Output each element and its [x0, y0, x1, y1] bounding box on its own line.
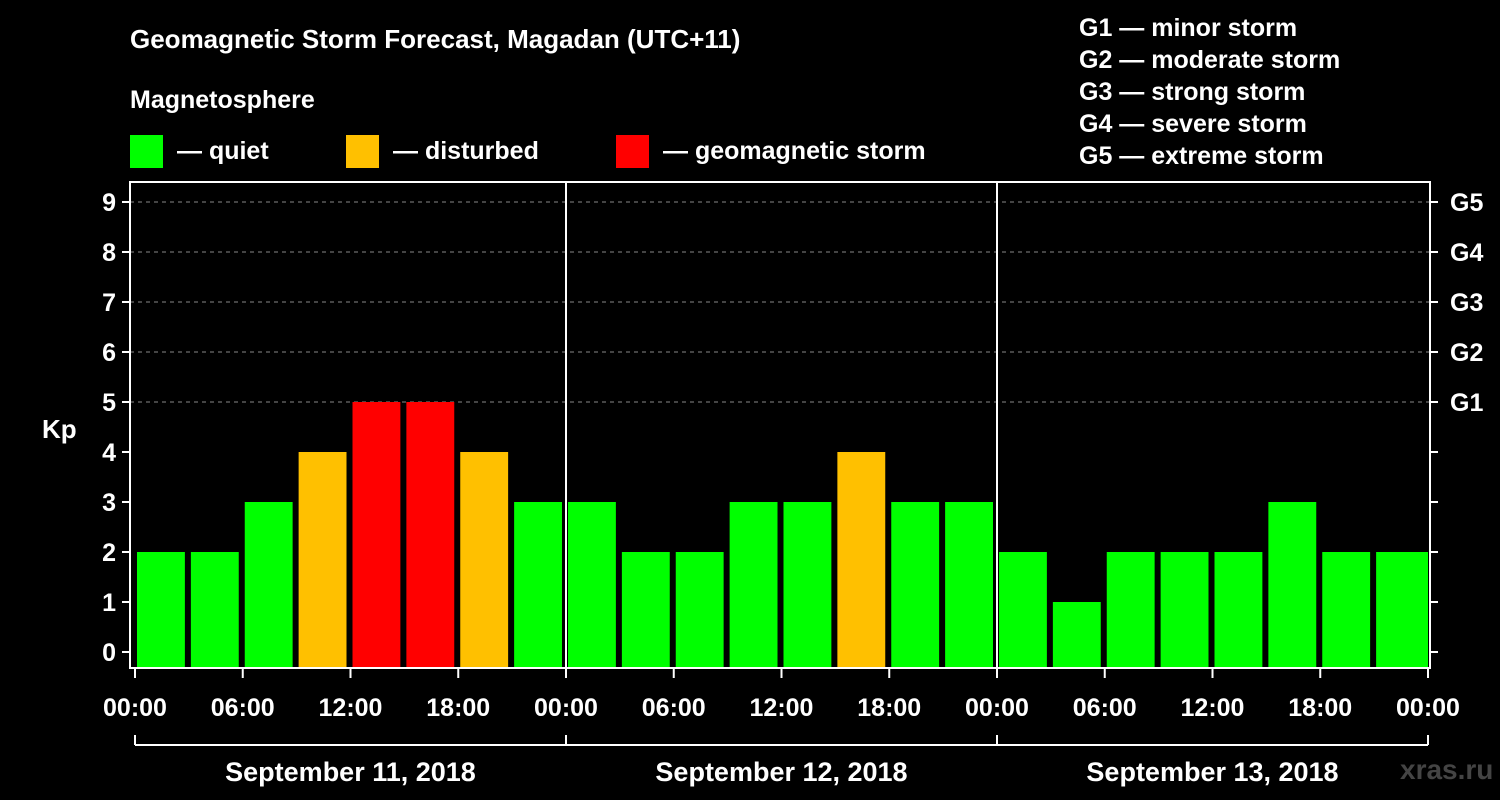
- kp-bar: [999, 552, 1047, 668]
- legend-label-storm: — geomagnetic storm: [663, 136, 926, 165]
- g-level-label: G3: [1450, 289, 1483, 317]
- kp-bar: [1376, 552, 1428, 668]
- legend-item-quiet: — quiet: [130, 134, 269, 168]
- g-scale-item-g2: G2 — moderate storm: [1079, 46, 1341, 74]
- legend-item-storm: — geomagnetic storm: [616, 134, 926, 168]
- g-scale-item-g1: G1 — minor storm: [1079, 14, 1298, 42]
- kp-bar: [352, 402, 401, 668]
- x-tick-label: 18:00: [1288, 694, 1352, 722]
- kp-bar: [298, 452, 347, 668]
- kp-bar: [568, 502, 616, 668]
- x-tick-label: 12:00: [319, 694, 383, 722]
- chart-title: Geomagnetic Storm Forecast, Magadan (UTC…: [130, 24, 741, 54]
- kp-bar: [406, 402, 455, 668]
- kp-bar: [675, 552, 724, 668]
- x-tick-label: 18:00: [857, 694, 921, 722]
- kp-bar: [1052, 602, 1101, 668]
- day-label: September 12, 2018: [655, 757, 907, 787]
- g-scale-item-g5: G5 — extreme storm: [1079, 142, 1324, 170]
- day-label: September 13, 2018: [1086, 757, 1338, 787]
- kp-bar: [514, 502, 562, 668]
- y-axis-label: Kp: [42, 414, 77, 444]
- g-scale-item-g4: G4 — severe storm: [1079, 110, 1307, 138]
- legend-swatch-storm: [616, 134, 649, 168]
- y-tick-label: 5: [102, 389, 116, 417]
- g-scale-item-g3: G3 — strong storm: [1079, 78, 1306, 106]
- g-level-label: G4: [1450, 239, 1483, 267]
- kp-bar: [1160, 552, 1209, 668]
- g-level-label: G5: [1450, 189, 1483, 217]
- kp-bar: [1214, 552, 1263, 668]
- legend-swatch-disturbed: [346, 134, 379, 168]
- kp-bar: [244, 502, 293, 668]
- y-tick-label: 9: [102, 189, 116, 217]
- legend-label-disturbed: — disturbed: [393, 136, 539, 165]
- x-tick-label: 00:00: [1396, 694, 1460, 722]
- day-label: September 11, 2018: [225, 757, 476, 787]
- x-tick-label: 00:00: [534, 694, 598, 722]
- kp-bar: [137, 552, 185, 668]
- legend-label-quiet: — quiet: [177, 136, 269, 165]
- kp-bar: [621, 552, 670, 668]
- x-tick-label: 06:00: [1073, 694, 1137, 722]
- kp-bar: [729, 502, 778, 668]
- kp-bar: [1268, 502, 1317, 668]
- kp-bar: [1322, 552, 1371, 668]
- y-tick-label: 6: [102, 339, 116, 367]
- legend-swatch-quiet: [130, 134, 163, 168]
- x-tick-label: 06:00: [642, 694, 706, 722]
- legend-item-disturbed: — disturbed: [346, 134, 539, 168]
- y-tick-label: 8: [102, 239, 116, 267]
- g-level-label: G1: [1450, 389, 1483, 417]
- x-tick-label: 12:00: [750, 694, 814, 722]
- y-tick-label: 7: [102, 289, 116, 317]
- x-tick-label: 18:00: [426, 694, 490, 722]
- y-tick-label: 1: [102, 589, 116, 617]
- kp-bar: [945, 502, 993, 668]
- y-tick-label: 2: [102, 539, 116, 567]
- plot-frame: [129, 181, 1431, 669]
- x-tick-label: 00:00: [965, 694, 1029, 722]
- legend-subtitle: Magnetosphere: [130, 86, 315, 114]
- x-tick-label: 12:00: [1181, 694, 1245, 722]
- g-scale-legend: G1 — minor storm G2 — moderate storm G3 …: [1079, 12, 1340, 172]
- g-level-label: G2: [1450, 339, 1483, 367]
- watermark: xras.ru: [1400, 754, 1494, 785]
- kp-bar: [460, 452, 509, 668]
- y-tick-label: 0: [102, 639, 116, 667]
- kp-bar: [190, 552, 239, 668]
- x-tick-label: 06:00: [211, 694, 275, 722]
- kp-bar: [1106, 552, 1155, 668]
- y-tick-label: 4: [102, 439, 116, 467]
- x-tick-label: 00:00: [103, 694, 167, 722]
- y-tick-label: 3: [102, 489, 116, 517]
- kp-bar: [837, 452, 886, 668]
- kp-bar: [783, 502, 832, 668]
- kp-bar: [891, 502, 940, 668]
